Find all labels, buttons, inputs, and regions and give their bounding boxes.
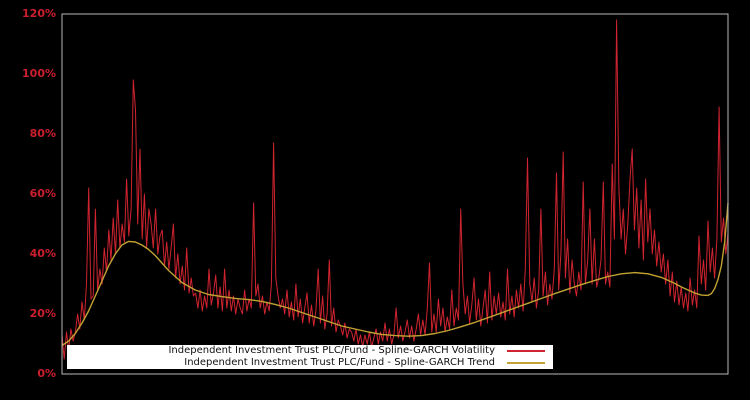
trend-line <box>61 202 729 347</box>
y-tick-20: 20% <box>29 307 56 320</box>
y-tick-100: 100% <box>22 67 56 80</box>
y-tick-80: 80% <box>29 127 56 140</box>
legend-row-volatility: Independent Investment Trust PLC/Fund - … <box>67 345 553 357</box>
legend-label-trend: Independent Investment Trust PLC/Fund - … <box>184 357 495 368</box>
y-tick-60: 60% <box>29 187 56 200</box>
y-tick-40: 40% <box>29 247 56 260</box>
legend-row-trend: Independent Investment Trust PLC/Fund - … <box>67 357 553 369</box>
plot-border <box>61 13 729 375</box>
y-tick-0: 0% <box>37 367 56 380</box>
y-tick-120: 120% <box>22 7 56 20</box>
legend-line-sample-volatility <box>507 350 545 352</box>
legend: Independent Investment Trust PLC/Fund - … <box>67 345 553 369</box>
legend-line-sample-trend <box>507 362 545 364</box>
legend-label-volatility: Independent Investment Trust PLC/Fund - … <box>168 345 495 356</box>
volatility-line <box>61 19 729 360</box>
